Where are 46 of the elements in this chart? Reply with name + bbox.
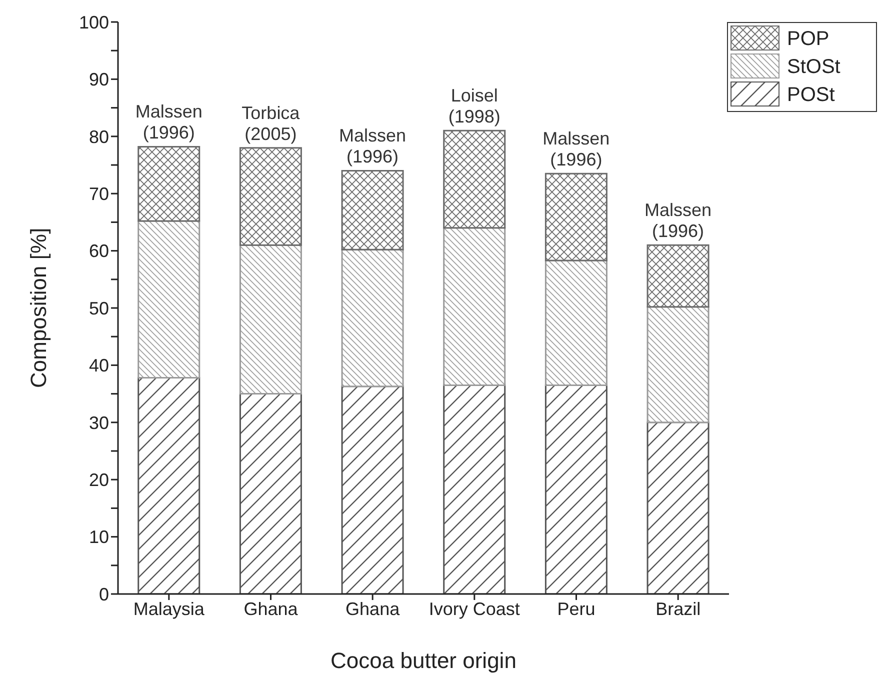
bar <box>341 386 404 594</box>
bar <box>544 172 608 262</box>
x-tick-label: Brazil <box>656 598 701 619</box>
y-axis-title: Composition [%] <box>26 228 51 388</box>
bar <box>443 227 506 386</box>
y-tick-label: 30 <box>88 412 109 433</box>
y-tick-label: 80 <box>88 126 109 147</box>
bar <box>646 244 710 308</box>
legend-label: POP <box>787 28 830 50</box>
annotation: Malssen (1996) <box>542 128 610 170</box>
x-axis-title: Cocoa butter origin <box>330 648 516 673</box>
legend-label: StOSt <box>787 56 841 78</box>
y-tick-label: 100 <box>78 12 109 32</box>
x-tick-label: Peru <box>557 598 596 619</box>
bar <box>443 130 506 229</box>
y-tick-label: 20 <box>88 470 109 490</box>
annotation: Torbica (2005) <box>242 102 301 144</box>
y-tick-label: 60 <box>88 241 109 262</box>
bar <box>341 248 404 388</box>
annotation: Malssen (1996) <box>644 200 712 242</box>
y-tick-label: 70 <box>88 184 109 204</box>
x-tick-label: Ivory Coast <box>428 598 520 619</box>
bar <box>138 146 200 222</box>
y-tick-label: 40 <box>88 356 109 376</box>
x-tick-label: Ghana <box>244 598 299 619</box>
bar <box>239 147 302 246</box>
annotation: Loisel (1998) <box>448 86 500 127</box>
x-tick-label: Ghana <box>346 598 401 619</box>
bar <box>544 260 608 386</box>
bar <box>138 377 200 594</box>
y-tick-label: 10 <box>88 527 109 548</box>
bar <box>239 244 302 395</box>
annotation: Malssen (1996) <box>135 102 202 143</box>
x-tick-label: Malaysia <box>133 598 206 619</box>
legend-label: POSt <box>787 84 836 106</box>
bar <box>443 384 506 594</box>
y-tick-label: 90 <box>88 70 109 90</box>
bar <box>239 393 302 594</box>
y-tick-label: 50 <box>88 298 109 318</box>
bar <box>138 220 200 379</box>
bar <box>646 422 710 594</box>
annotation: Malssen (1996) <box>339 126 406 167</box>
y-tick-label: 0 <box>98 584 109 604</box>
bar <box>646 306 710 424</box>
bar <box>544 384 608 594</box>
bar <box>341 170 404 250</box>
